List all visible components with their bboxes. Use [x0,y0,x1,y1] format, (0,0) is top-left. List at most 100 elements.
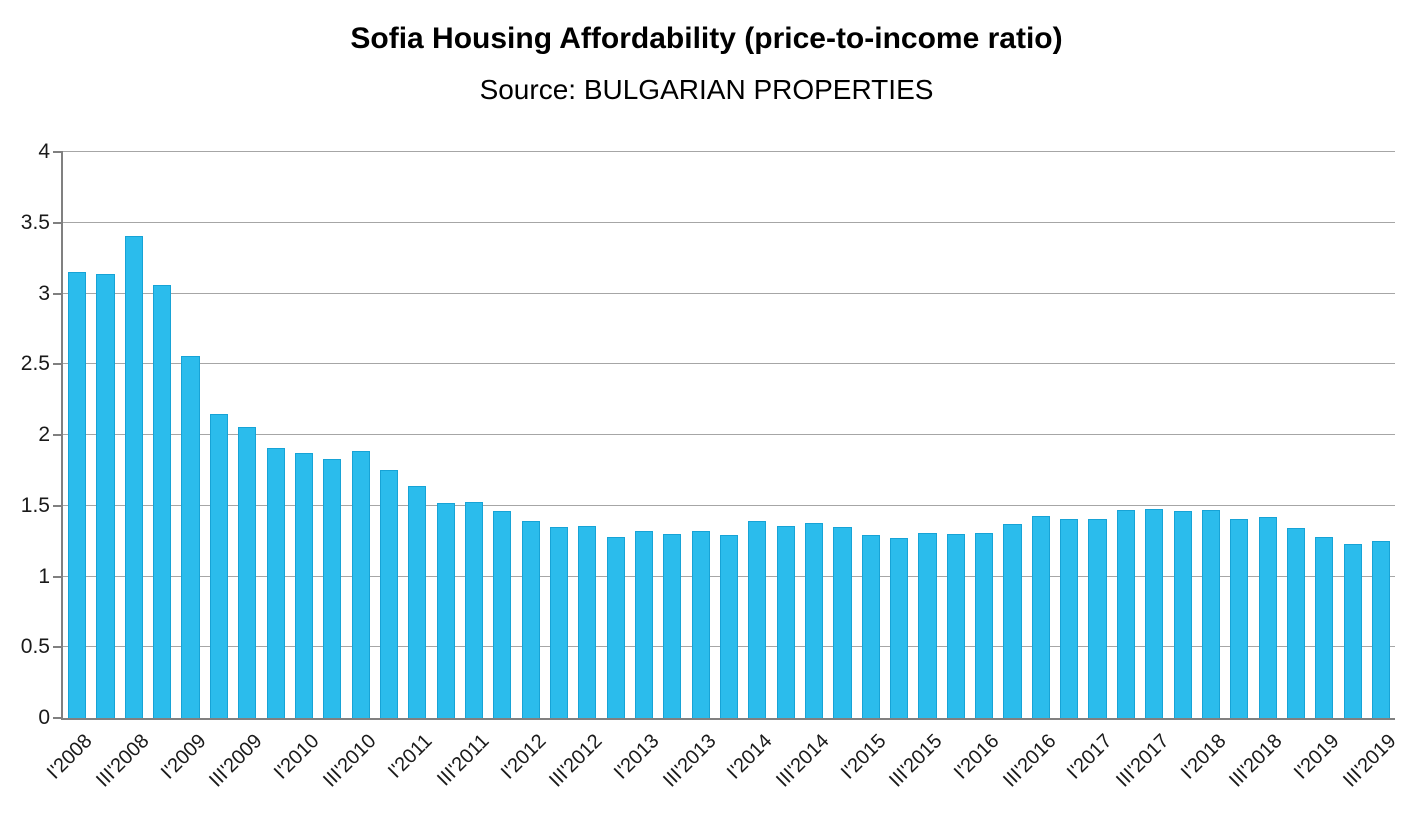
bar [606,536,625,718]
bar-series [63,152,1395,718]
bar-slot [488,152,516,718]
bar-slot [1253,152,1281,718]
bar [68,272,87,718]
y-tick [53,363,63,366]
bar [549,526,569,718]
bar-slot [91,152,119,718]
bar-slot [1083,152,1111,718]
x-axis-labels: I'2008 III'2008 I'2009 III'2009 I'2010 III'20… [43,720,1400,830]
bar [1343,543,1362,718]
bar-slot [1338,152,1366,718]
bar-slot [1027,152,1055,718]
bar-slot [658,152,686,718]
bar [351,450,370,718]
bar [578,525,597,718]
bar [1315,536,1334,718]
bar-slot [290,152,318,718]
bar [153,285,172,718]
bar-slot [346,152,374,718]
bar [748,521,767,718]
bar-slot [1282,152,1310,718]
bar-slot [573,152,601,718]
bar-slot [176,152,204,718]
bar [890,538,909,718]
bar-slot [261,152,289,718]
bar [975,532,994,718]
y-tick [53,504,63,507]
bar-slot [1225,152,1253,718]
bar [181,355,200,718]
y-tick-label: 3.5 [20,210,50,234]
y-tick [53,151,63,153]
bar-slot [828,152,856,718]
bar-slot [1112,152,1140,718]
bar [521,521,540,718]
bar [663,534,682,718]
bar-slot [1055,152,1083,718]
bar-slot [431,152,459,718]
gridline [63,221,1395,223]
bar-slot [120,152,148,718]
bar [1060,518,1079,718]
bar-slot [1197,152,1225,718]
bar [1116,510,1135,718]
bar [805,522,824,718]
bar [1031,515,1050,718]
bar-slot [800,152,828,718]
x-axis-line [61,718,1395,720]
bar [720,535,739,718]
bar-slot [913,152,941,718]
bar [946,534,965,718]
bar-slot [1310,152,1338,718]
gridline [63,292,1395,294]
plot-area [53,151,1395,720]
chart-subtitle: Source: BULGARIAN PROPERTIES [479,74,934,105]
y-tick-label: 0.5 [20,635,50,659]
y-tick [53,575,63,578]
bar [379,470,399,718]
bar-slot [772,152,800,718]
bar-slot [148,152,176,718]
bar [1230,518,1249,718]
bar-slot [743,152,771,718]
bar [408,485,427,718]
bar-slot [1168,152,1196,718]
y-tick-label: 1.5 [20,493,50,517]
y-tick-label: 3 [38,281,50,305]
bar-slot [1367,152,1395,718]
bar-slot [1140,152,1168,718]
bar-slot [687,152,715,718]
bar-slot [602,152,630,718]
y-tick [53,717,63,719]
y-tick-label: 2 [38,423,50,446]
bar [1145,508,1164,718]
bar [1088,518,1107,718]
y-tick-label: 0 [38,706,50,729]
bar-slot [375,152,403,718]
bar [266,447,285,718]
y-tick [53,292,63,295]
bar [1201,510,1220,718]
bar [436,502,455,718]
bar-slot [885,152,913,718]
y-tick-label: 2.5 [20,352,50,376]
bar [464,501,484,718]
bar-slot [715,152,743,718]
bar-slot [205,152,233,718]
gridline [63,434,1395,435]
bar [294,453,313,718]
chart-title: Sofia Housing Affordability (price-to-in… [350,22,1063,55]
gridline [63,151,1395,152]
y-tick [53,221,63,224]
bar-slot [998,152,1026,718]
bar-slot [318,152,346,718]
bar [323,459,342,718]
bar [918,532,937,718]
bar [96,273,115,718]
bar-slot [403,152,431,718]
bar [1371,541,1391,718]
bar [1173,511,1192,718]
bar-slot [857,152,885,718]
bar [861,535,880,718]
bar [493,511,512,718]
